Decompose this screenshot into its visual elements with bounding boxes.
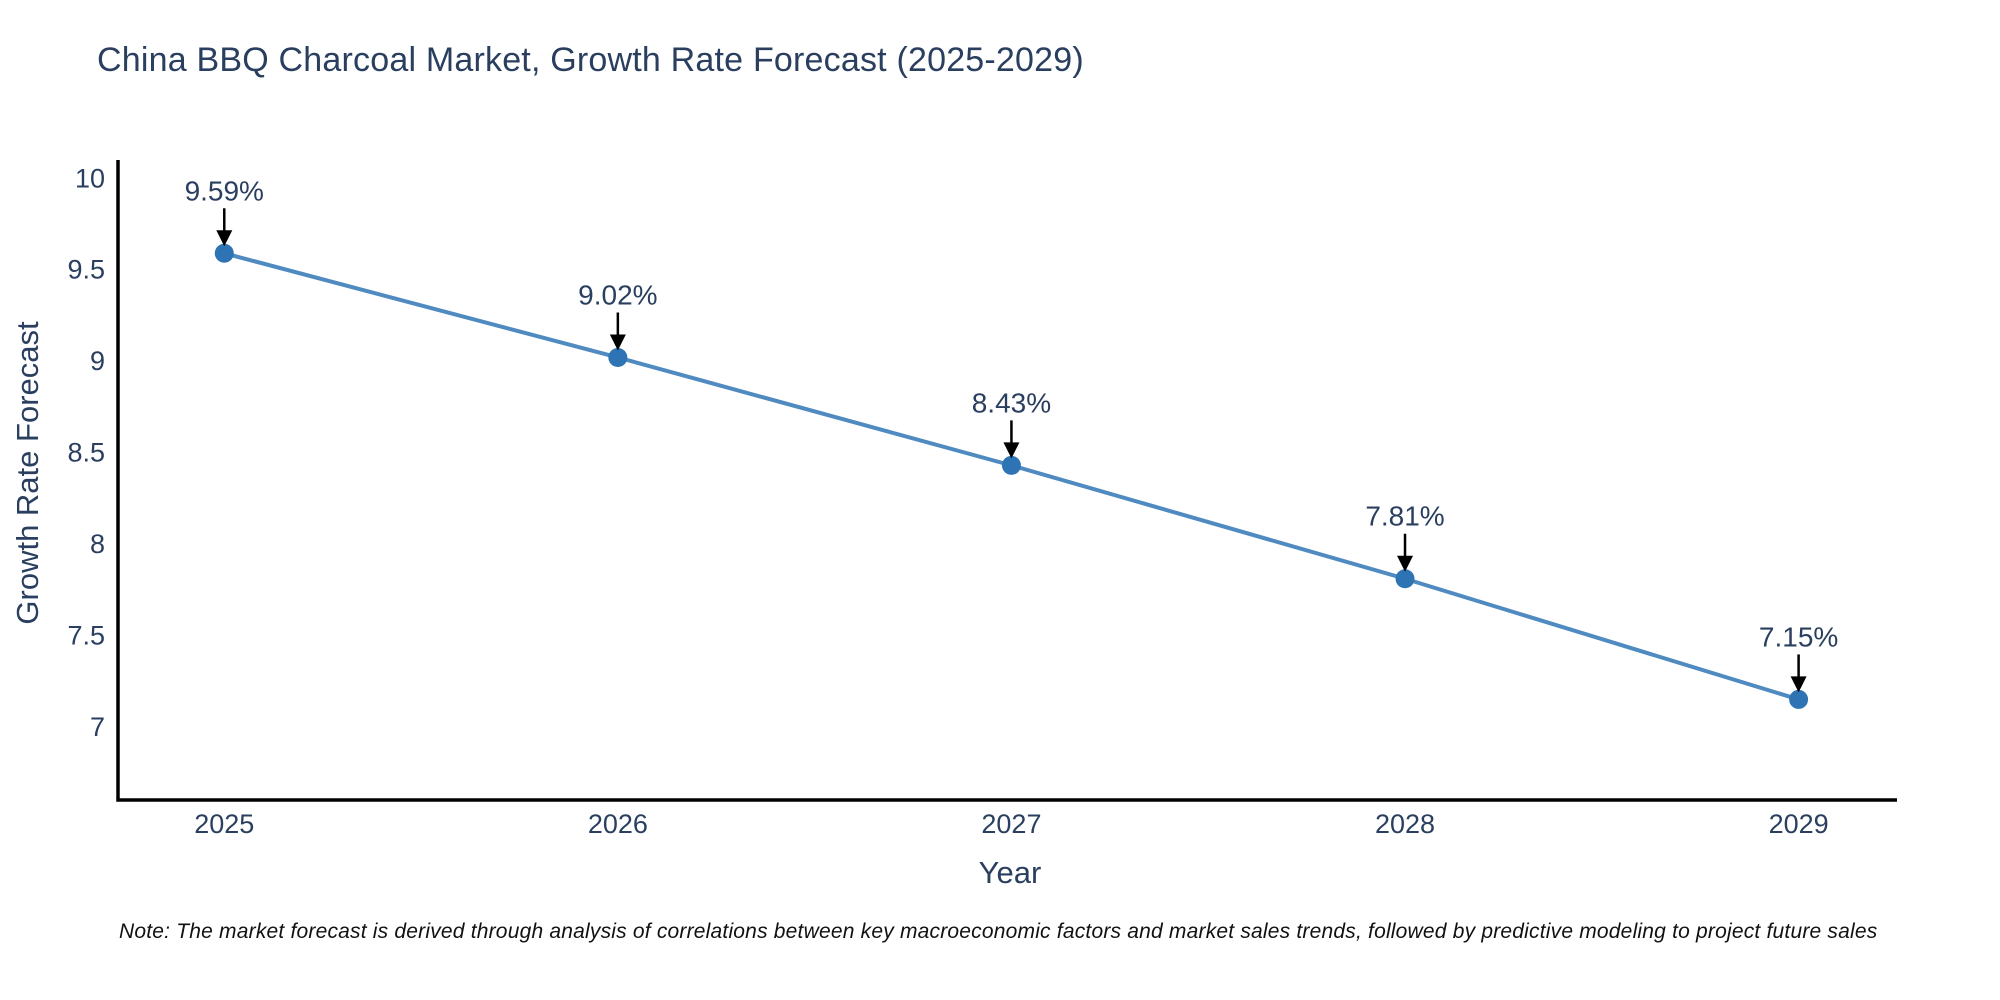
data-point-label: 7.81% [1365, 501, 1444, 532]
data-point-marker [214, 243, 234, 263]
annotation-arrow-head-icon [1397, 555, 1414, 572]
data-point-label: 8.43% [972, 387, 1051, 418]
x-tick-label: 2025 [194, 809, 254, 839]
data-point-marker [1395, 569, 1415, 589]
y-tick-label: 10 [75, 163, 105, 193]
data-point-marker [1789, 689, 1809, 709]
data-point-marker [608, 347, 628, 367]
y-tick-label: 7.5 [67, 620, 105, 650]
data-point-label: 9.59% [185, 175, 264, 206]
y-tick-label: 8.5 [67, 438, 105, 468]
x-tick-label: 2028 [1375, 809, 1435, 839]
x-axis-title: Year [978, 855, 1042, 890]
forecast-line [222, 251, 1801, 702]
chart-footnote: Note: The market forecast is derived thr… [119, 920, 1878, 943]
axis-spines [116, 160, 1897, 802]
annotation-arrow-head-icon [1003, 442, 1020, 459]
annotation-arrow-head-icon [1790, 676, 1807, 693]
x-tick-label: 2027 [981, 809, 1041, 839]
annotation-arrow-head-icon [216, 230, 233, 247]
y-tick-label: 8 [90, 529, 105, 559]
y-tick-label: 9.5 [67, 255, 105, 285]
data-point-label: 7.15% [1759, 621, 1838, 652]
x-tick-label: 2029 [1769, 809, 1829, 839]
x-tick-label: 2026 [588, 809, 648, 839]
data-point-marker [1001, 455, 1021, 475]
y-tick-label: 7 [90, 712, 105, 742]
chart-title: China BBQ Charcoal Market, Growth Rate F… [97, 41, 1084, 79]
data-point-label: 9.02% [578, 279, 657, 310]
annotation-arrow-head-icon [609, 334, 626, 351]
y-tick-label: 9 [90, 346, 105, 376]
